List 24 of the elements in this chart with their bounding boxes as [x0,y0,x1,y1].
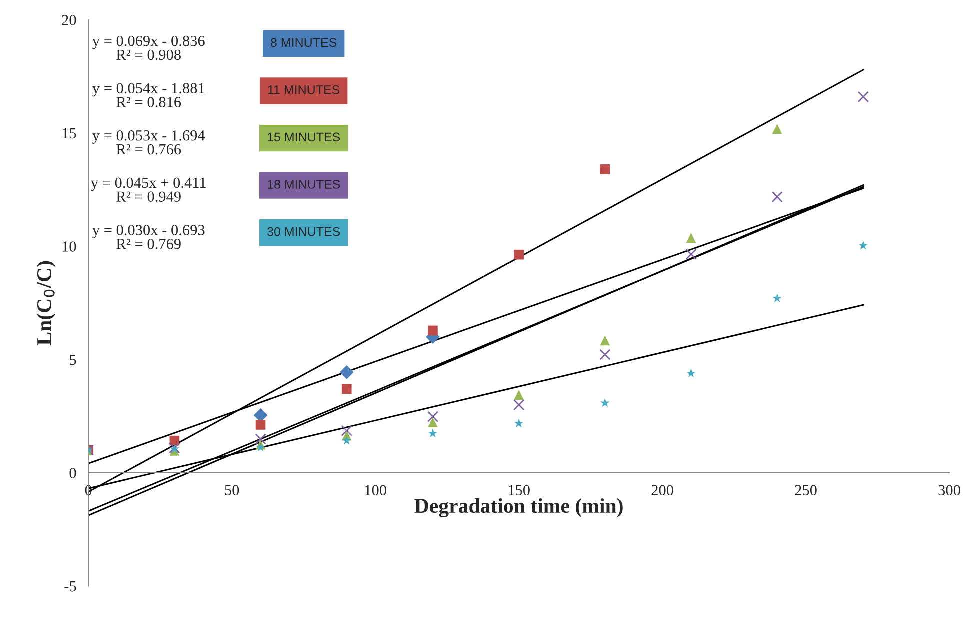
x-tick-label: 300 [938,485,960,496]
x-tick-label: 150 [508,485,530,496]
y-axis-title: Ln(C$_{0}$/C) [36,261,56,346]
y-tick-label: 0 [70,468,76,478]
y-tick-label: 20 [62,15,76,26]
text: 15 MINUTES [268,132,340,142]
text: 30 MINUTES [267,227,340,236]
annotation: y = 0.069x - 0.836 R² = 0.908 [92,36,205,60]
y-tick-label: 5 [70,355,76,366]
annotation: y = 0.053x - 1.694 R² = 0.766 [92,130,206,155]
annotation: y = 0.030x - 0.693 R² = 0.769 [92,225,205,250]
y-tick-label: -5 [64,582,76,592]
x-tick-label: 250 [795,485,817,496]
x-axis-title: Degradation time (min) [414,498,623,518]
annotation: y = 0.054x - 1.881 R² = 0.816 [92,83,204,108]
text: 18 MINUTES [268,180,340,189]
y-tick-label: 15 [62,128,76,139]
text: 11 MINUTES [268,86,340,94]
x-tick-label: 200 [652,485,674,496]
x-tick-label: 50 [225,485,240,496]
y-tick-label: 10 [62,242,76,252]
x-tick-label: 100 [365,485,386,496]
annotation: y = 0.045x + 0.411 R² = 0.949 [91,178,206,202]
text: 8 MINUTES [271,38,337,48]
